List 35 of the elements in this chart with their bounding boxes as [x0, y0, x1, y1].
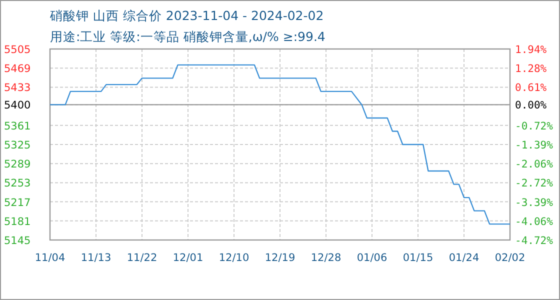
x-tick-label: 12/10 [218, 252, 250, 264]
y2-tick-label: -0.72% [515, 120, 554, 132]
y2-tick-label: -3.39% [515, 196, 554, 209]
y-tick-label: 5181 [4, 216, 31, 228]
y-tick-label: 5433 [4, 82, 31, 94]
y2-tick-label: -2.72% [515, 178, 554, 190]
y-tick-label: 5505 [4, 44, 31, 56]
x-tick-label: 11/04 [34, 252, 66, 264]
x-tick-label: 01/06 [356, 252, 388, 264]
y2-tick-label: -1.39% [515, 140, 554, 152]
y-tick-label: 5217 [4, 196, 31, 209]
x-tick-label: 11/13 [80, 252, 112, 264]
y-tick-label: 5361 [4, 120, 31, 132]
y-tick-label: 5400 [4, 100, 31, 112]
y-tick-label: 5469 [4, 63, 31, 76]
chart-title: 硝酸钾 山西 综合价 2023-11-04 - 2024-02-02 [49, 8, 324, 23]
x-tick-label: 01/15 [402, 252, 434, 264]
y2-tick-label: -4.72% [515, 235, 554, 247]
y2-tick-label: 0.61% [515, 82, 548, 94]
x-tick-label: 12/28 [310, 252, 342, 264]
y-tick-label: 5253 [4, 178, 31, 190]
y2-tick-label: 1.28% [515, 62, 548, 75]
y-tick-label: 5325 [4, 140, 31, 152]
x-tick-label: 01/24 [448, 252, 480, 264]
y-tick-label: 5289 [4, 158, 31, 171]
y2-tick-label: -4.06% [515, 216, 554, 228]
y2-tick-label: 1.94% [515, 44, 548, 56]
y2-tick-label: 0.00% [515, 100, 548, 112]
x-tick-label: 02/02 [494, 252, 526, 264]
x-tick-label: 12/01 [172, 252, 204, 264]
x-tick-label: 11/22 [126, 252, 158, 264]
chart-subtitle: 用途:工业 等级:一等品 硝酸钾含量,ω/% ≥:99.4 [50, 29, 326, 44]
y-tick-label: 5145 [4, 235, 31, 247]
y2-tick-label: -2.06% [515, 158, 554, 171]
x-tick-label: 12/19 [264, 252, 296, 264]
